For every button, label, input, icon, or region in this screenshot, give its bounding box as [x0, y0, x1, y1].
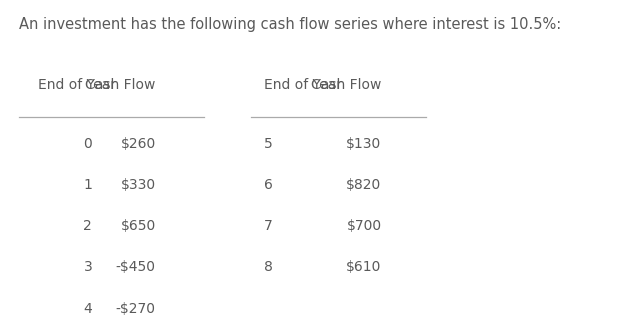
- Text: $820: $820: [347, 178, 382, 192]
- Text: An investment has the following cash flow series where interest is 10.5%:: An investment has the following cash flo…: [19, 16, 562, 31]
- Text: Cash Flow: Cash Flow: [85, 79, 156, 92]
- Text: 4: 4: [83, 302, 92, 315]
- Text: $260: $260: [121, 137, 156, 150]
- Text: End of Year: End of Year: [38, 79, 116, 92]
- Text: End of Year: End of Year: [264, 79, 342, 92]
- Text: -$270: -$270: [116, 302, 156, 315]
- Text: 6: 6: [264, 178, 273, 192]
- Text: Cash Flow: Cash Flow: [311, 79, 382, 92]
- Text: 2: 2: [83, 219, 92, 233]
- Text: 0: 0: [83, 137, 92, 150]
- Text: $330: $330: [121, 178, 156, 192]
- Text: 8: 8: [264, 260, 273, 274]
- Text: $700: $700: [347, 219, 382, 233]
- Text: $610: $610: [346, 260, 382, 274]
- Text: 5: 5: [264, 137, 273, 150]
- Text: -$450: -$450: [116, 260, 156, 274]
- Text: 7: 7: [264, 219, 273, 233]
- Text: $650: $650: [121, 219, 156, 233]
- Text: $130: $130: [347, 137, 382, 150]
- Text: 3: 3: [83, 260, 92, 274]
- Text: 1: 1: [83, 178, 92, 192]
